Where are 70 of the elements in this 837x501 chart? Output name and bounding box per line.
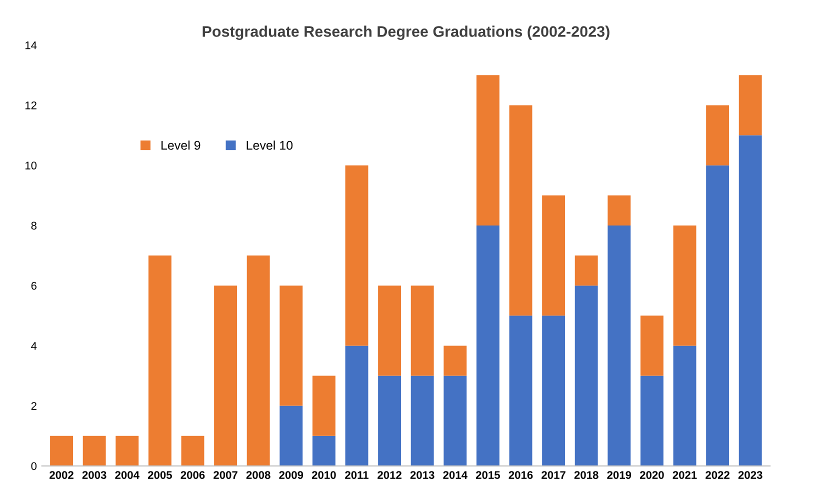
x-tick-label: 2020 (640, 471, 664, 479)
bar (181, 436, 204, 466)
y-tick-label: 10 (25, 162, 37, 170)
bar (640, 376, 664, 466)
bar (312, 436, 336, 466)
bar (444, 346, 467, 376)
y-tick-label: 14 (25, 41, 37, 50)
x-tick-label: 2014 (443, 471, 468, 479)
x-tick-label: 2010 (312, 471, 336, 479)
x-tick-label: 2003 (82, 471, 106, 479)
bar (673, 225, 696, 346)
bar (345, 165, 368, 346)
bar (706, 165, 730, 466)
bar (640, 316, 664, 376)
x-tick-label: 2016 (508, 471, 533, 479)
bar (509, 316, 532, 466)
bar (50, 436, 74, 466)
bar (280, 286, 303, 406)
bar (82, 436, 106, 466)
bar (608, 225, 631, 466)
x-tick-label: 2008 (246, 471, 270, 479)
bar (116, 436, 139, 466)
bar (312, 376, 336, 436)
bar (410, 376, 434, 466)
x-tick-label: 2013 (410, 471, 434, 479)
x-tick-label: 2019 (607, 471, 632, 479)
x-tick-label: 2023 (738, 471, 762, 479)
chart-title: Postgraduate Research Degree Graduations (2002-2023) (202, 26, 610, 40)
bar (706, 105, 730, 166)
bar (410, 286, 434, 376)
x-tick-label: 2006 (180, 471, 205, 479)
bar (214, 286, 238, 466)
bar (444, 376, 467, 466)
bar (246, 256, 270, 466)
bar (378, 286, 402, 376)
bar (738, 75, 762, 136)
x-tick-label: 2011 (345, 471, 368, 479)
bar (280, 406, 303, 466)
x-tick-label: 2017 (542, 471, 566, 479)
y-tick-label: 6 (31, 282, 36, 290)
x-tick-label: 2004 (115, 471, 140, 479)
x-tick-label: 2007 (214, 471, 238, 479)
bar (574, 286, 598, 466)
x-tick-label: 2005 (148, 471, 172, 479)
y-tick-label: 12 (25, 101, 36, 110)
bar (738, 135, 762, 466)
bar (673, 346, 696, 466)
bar (542, 195, 566, 316)
x-tick-label: 2015 (476, 471, 500, 479)
y-tick-label: 8 (31, 222, 37, 230)
bar (345, 346, 368, 466)
bar (148, 256, 172, 466)
x-tick-label: 2002 (50, 471, 74, 479)
bar (542, 316, 566, 466)
bar (476, 225, 500, 466)
bar (574, 256, 598, 286)
bar (476, 75, 500, 226)
x-tick-label: 2018 (574, 471, 598, 479)
bar (378, 376, 402, 466)
x-tick-label: 2012 (378, 471, 402, 479)
bar (509, 105, 532, 316)
legend-label: Level 10 (246, 140, 293, 150)
x-tick-label: 2009 (279, 471, 304, 479)
y-tick-label: 2 (31, 402, 36, 410)
x-tick-label: 2021 (672, 471, 697, 479)
y-tick-label: 4 (31, 342, 37, 350)
bar (608, 195, 631, 226)
y-tick-label: 0 (31, 462, 37, 470)
x-tick-label: 2022 (706, 471, 730, 479)
legend-label: Level 9 (162, 140, 200, 150)
